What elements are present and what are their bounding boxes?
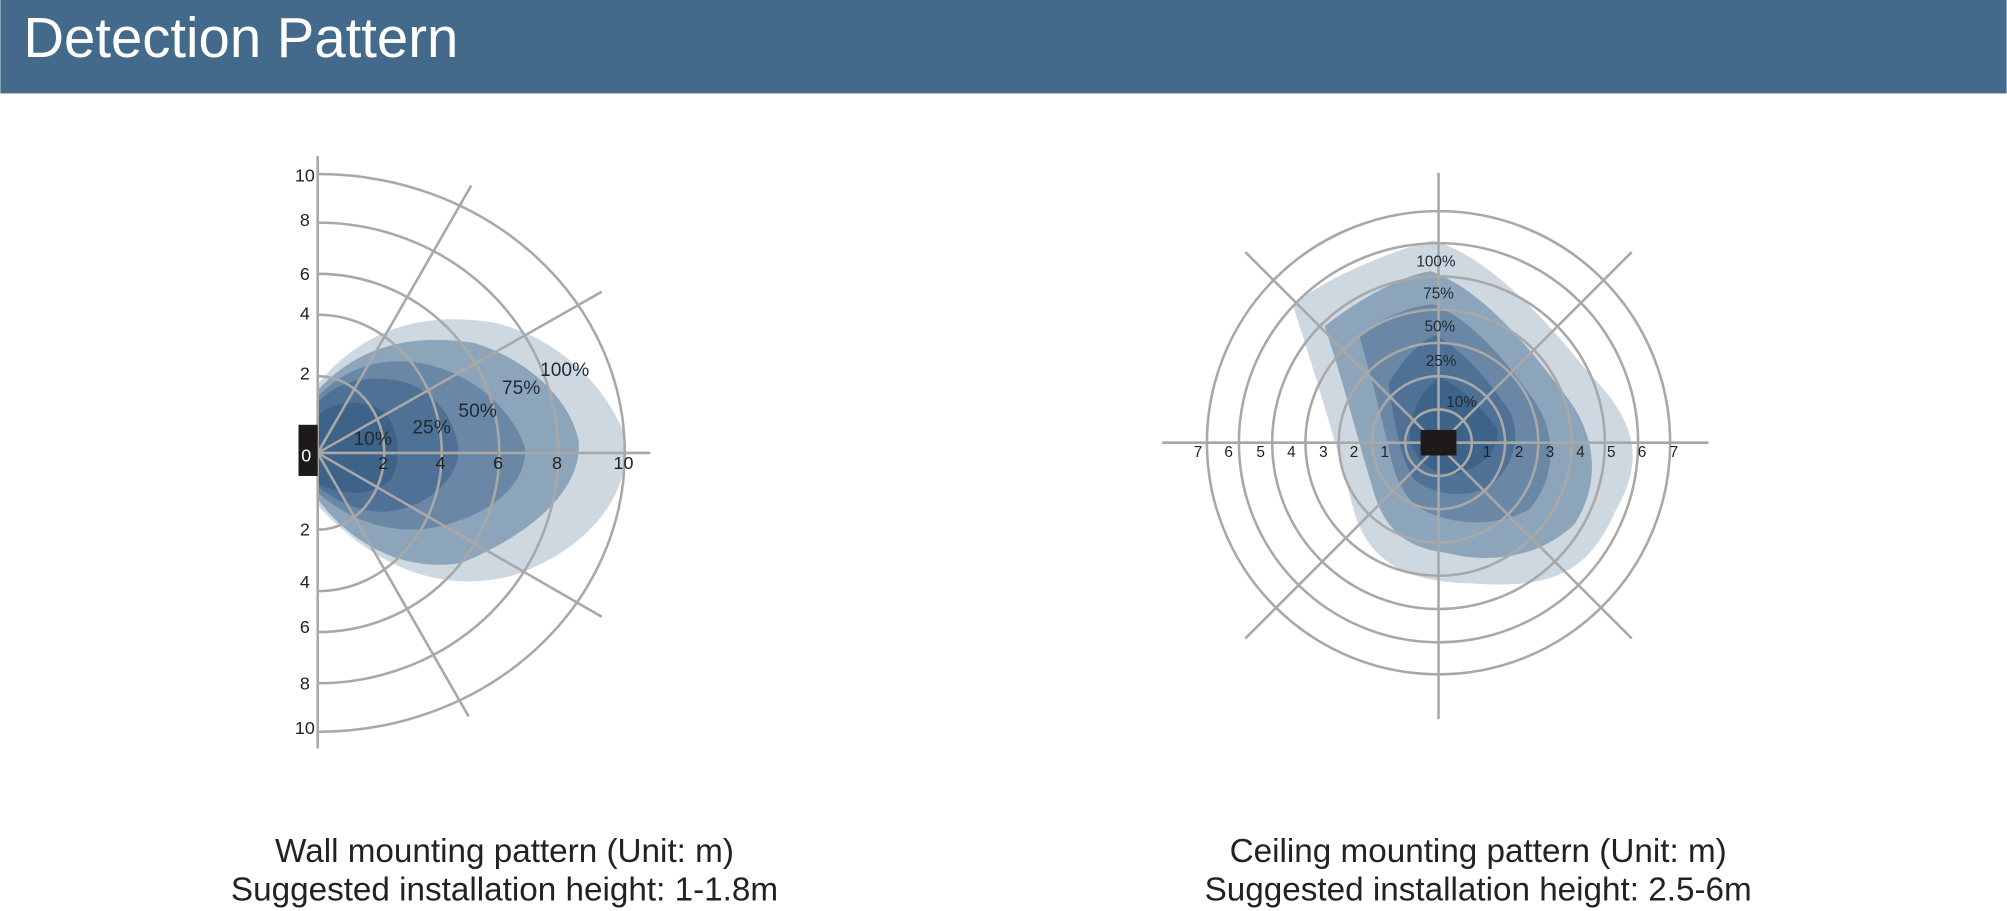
y-label: 8 xyxy=(300,210,310,230)
x-label: 1 xyxy=(1381,444,1390,461)
x-label: 1 xyxy=(1483,444,1492,461)
zone-label: 25% xyxy=(1426,353,1457,370)
x-label: 3 xyxy=(1546,444,1555,461)
x-label: 4 xyxy=(1287,444,1296,461)
sensor xyxy=(1420,429,1457,456)
y-label: 6 xyxy=(300,617,310,637)
sensor xyxy=(298,424,318,476)
y-label: 6 xyxy=(300,264,310,284)
header-bar xyxy=(0,0,2007,94)
x-label: 7 xyxy=(1670,444,1679,461)
zone-label: 25% xyxy=(412,418,450,439)
origin-label: 0 xyxy=(301,446,311,466)
zone-label: 50% xyxy=(1424,319,1455,336)
wall-diagram xyxy=(298,156,651,749)
zone-label: 100% xyxy=(1416,253,1456,270)
y-label: 10 xyxy=(295,165,315,185)
x-label: 5 xyxy=(1256,444,1265,461)
y-label: 4 xyxy=(300,572,310,592)
caption: Suggested installation height: 2.5-6m xyxy=(1205,872,1752,909)
y-label: 10 xyxy=(295,718,315,738)
x-label: 2 xyxy=(1515,444,1524,461)
y-label: 2 xyxy=(300,364,310,384)
header-title: Detection Pattern xyxy=(23,6,458,69)
wall-grid xyxy=(316,156,651,749)
y-label: 2 xyxy=(300,520,310,540)
x-label: 8 xyxy=(552,453,562,473)
x-label: 6 xyxy=(1224,444,1233,461)
x-label: 5 xyxy=(1607,444,1616,461)
zone-label: 10% xyxy=(1446,394,1477,411)
ceiling-diagram xyxy=(1162,172,1709,720)
caption: Wall mounting pattern (Unit: m) xyxy=(275,833,734,870)
x-label: 6 xyxy=(493,453,503,473)
zone-label: 75% xyxy=(1423,285,1454,302)
x-label: 4 xyxy=(1576,444,1585,461)
caption: Suggested installation height: 1-1.8m xyxy=(231,872,778,909)
ceiling-zones xyxy=(1292,240,1633,585)
y-label: 4 xyxy=(300,303,310,323)
zone-label: 100% xyxy=(540,360,589,381)
zone-label: 50% xyxy=(458,401,496,422)
x-label: 10 xyxy=(614,453,634,473)
x-label: 7 xyxy=(1194,444,1203,461)
zone-label: 10% xyxy=(354,429,392,450)
x-label: 2 xyxy=(1350,444,1359,461)
caption: Ceiling mounting pattern (Unit: m) xyxy=(1230,833,1727,870)
x-label: 4 xyxy=(436,453,446,473)
y-label: 8 xyxy=(300,673,310,693)
x-label: 6 xyxy=(1638,444,1647,461)
zone-label: 75% xyxy=(502,378,540,399)
x-label: 3 xyxy=(1319,444,1328,461)
x-label: 2 xyxy=(378,453,388,473)
